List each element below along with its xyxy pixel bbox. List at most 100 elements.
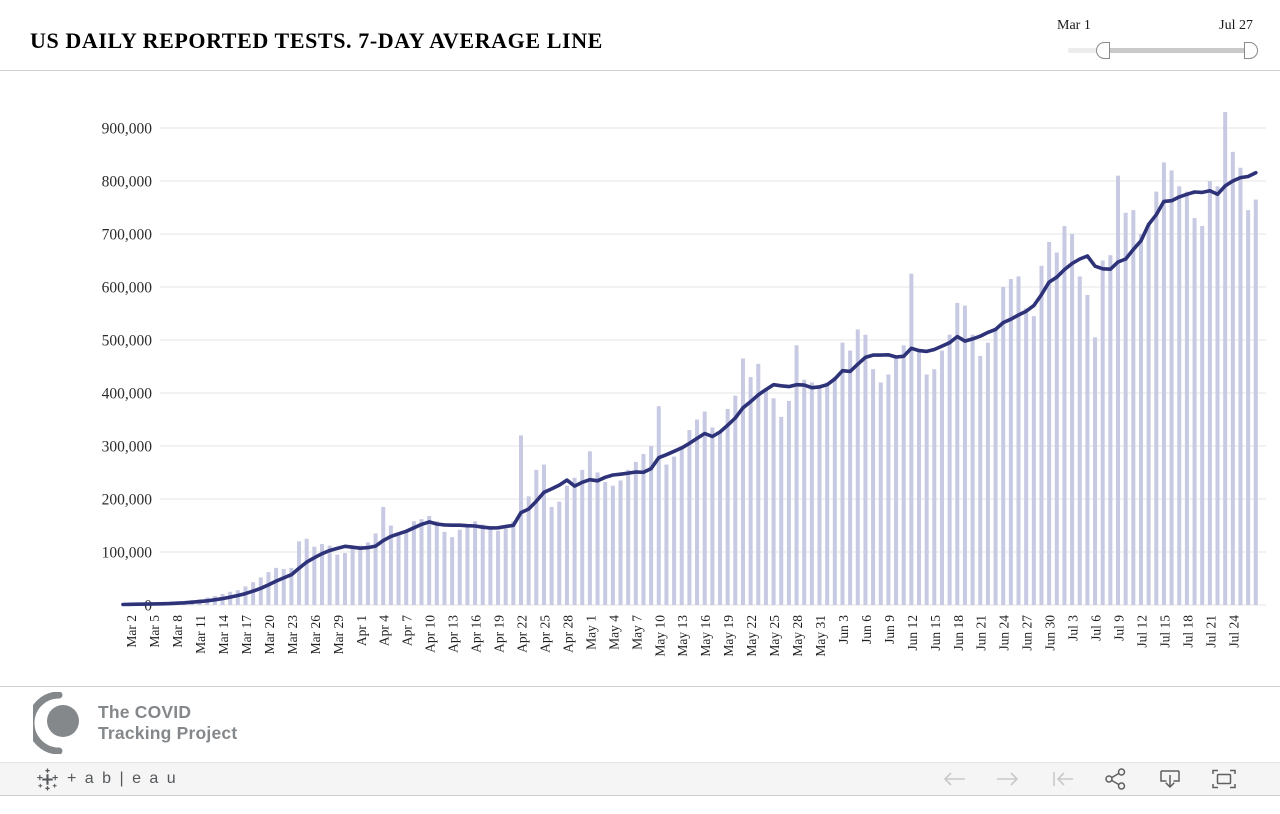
bar[interactable] (1230, 151, 1235, 605)
bar[interactable] (564, 485, 569, 605)
bar[interactable] (863, 334, 868, 605)
bar[interactable] (955, 302, 960, 605)
bar[interactable] (848, 350, 853, 605)
bar[interactable] (1008, 279, 1013, 605)
bar[interactable] (1062, 226, 1067, 606)
bar[interactable] (1223, 112, 1228, 605)
bar[interactable] (442, 531, 447, 605)
bar[interactable] (740, 358, 745, 605)
bar[interactable] (1238, 167, 1243, 605)
bar[interactable] (580, 469, 585, 605)
bar[interactable] (817, 385, 822, 605)
bar[interactable] (970, 334, 975, 605)
bar[interactable] (557, 501, 562, 605)
bar[interactable] (434, 521, 439, 605)
bar[interactable] (258, 577, 263, 605)
bar[interactable] (610, 485, 615, 605)
bar[interactable] (274, 567, 279, 605)
slider-track-selected[interactable] (1098, 48, 1253, 53)
tableau-logo[interactable]: + a b | e a u (36, 767, 178, 791)
bar[interactable] (886, 374, 891, 605)
bar[interactable] (1200, 226, 1205, 606)
bar[interactable] (1077, 276, 1082, 605)
bar[interactable] (365, 542, 370, 605)
bar[interactable] (825, 382, 830, 605)
bar[interactable] (488, 526, 493, 605)
bar[interactable] (794, 345, 799, 605)
bar[interactable] (473, 521, 478, 605)
bar[interactable] (1016, 276, 1021, 605)
bar[interactable] (304, 538, 309, 605)
bar[interactable] (1108, 255, 1113, 605)
bar[interactable] (373, 533, 378, 605)
bar[interactable] (802, 379, 807, 605)
bar[interactable] (809, 382, 814, 605)
bar[interactable] (251, 582, 256, 605)
bar[interactable] (297, 541, 302, 605)
bar[interactable] (626, 469, 631, 605)
bar[interactable] (411, 521, 416, 605)
bar[interactable] (1177, 186, 1182, 606)
bar[interactable] (909, 273, 914, 605)
bar[interactable] (771, 398, 776, 605)
bar[interactable] (1093, 337, 1098, 605)
bar[interactable] (641, 453, 646, 605)
bar[interactable] (993, 329, 998, 605)
bar[interactable] (541, 464, 546, 605)
bar[interactable] (702, 411, 707, 605)
bar[interactable] (748, 377, 753, 605)
bar[interactable] (427, 515, 432, 605)
bar[interactable] (480, 524, 485, 605)
bar[interactable] (1131, 210, 1136, 605)
bar[interactable] (396, 535, 401, 605)
bar[interactable] (526, 496, 531, 605)
bar[interactable] (855, 329, 860, 605)
bar[interactable] (1246, 210, 1251, 605)
bar[interactable] (947, 334, 952, 605)
bar[interactable] (534, 469, 539, 605)
bar[interactable] (656, 406, 661, 605)
bar[interactable] (266, 572, 271, 605)
bar[interactable] (633, 461, 638, 605)
bar[interactable] (320, 544, 324, 605)
bar[interactable] (511, 521, 516, 605)
bar[interactable] (924, 374, 929, 605)
bar[interactable] (1031, 316, 1036, 605)
bar[interactable] (917, 350, 922, 605)
bar[interactable] (672, 456, 677, 605)
bar[interactable] (381, 506, 386, 605)
bar[interactable] (1085, 294, 1090, 605)
bar[interactable] (687, 430, 692, 605)
bar[interactable] (1024, 308, 1029, 605)
bar[interactable] (419, 519, 424, 605)
bar[interactable] (335, 554, 340, 605)
bar[interactable] (718, 432, 723, 605)
bar[interactable] (786, 400, 791, 605)
bar[interactable] (901, 345, 906, 605)
bar[interactable] (503, 528, 508, 605)
bar[interactable] (1138, 234, 1143, 605)
bar[interactable] (450, 537, 455, 605)
bar[interactable] (1207, 181, 1212, 605)
bar[interactable] (1047, 241, 1052, 605)
bar[interactable] (243, 586, 248, 605)
share-icon[interactable] (1104, 767, 1128, 791)
download-icon[interactable] (1158, 767, 1182, 791)
bar[interactable] (840, 342, 845, 605)
bar[interactable] (342, 553, 347, 605)
bar[interactable] (1154, 191, 1159, 605)
bar[interactable] (664, 464, 669, 605)
bar[interactable] (595, 472, 600, 606)
bar[interactable] (281, 568, 286, 605)
bar[interactable] (1253, 199, 1258, 606)
bar[interactable] (618, 480, 623, 605)
bar[interactable] (496, 530, 501, 605)
slider-track-unselected[interactable] (1068, 48, 1098, 53)
bar[interactable] (1116, 175, 1121, 605)
bar[interactable] (1001, 287, 1006, 605)
bar[interactable] (1169, 170, 1174, 605)
bar[interactable] (549, 506, 554, 605)
bar[interactable] (695, 419, 700, 606)
bar[interactable] (710, 427, 715, 605)
redo-arrow-icon[interactable] (996, 767, 1020, 791)
